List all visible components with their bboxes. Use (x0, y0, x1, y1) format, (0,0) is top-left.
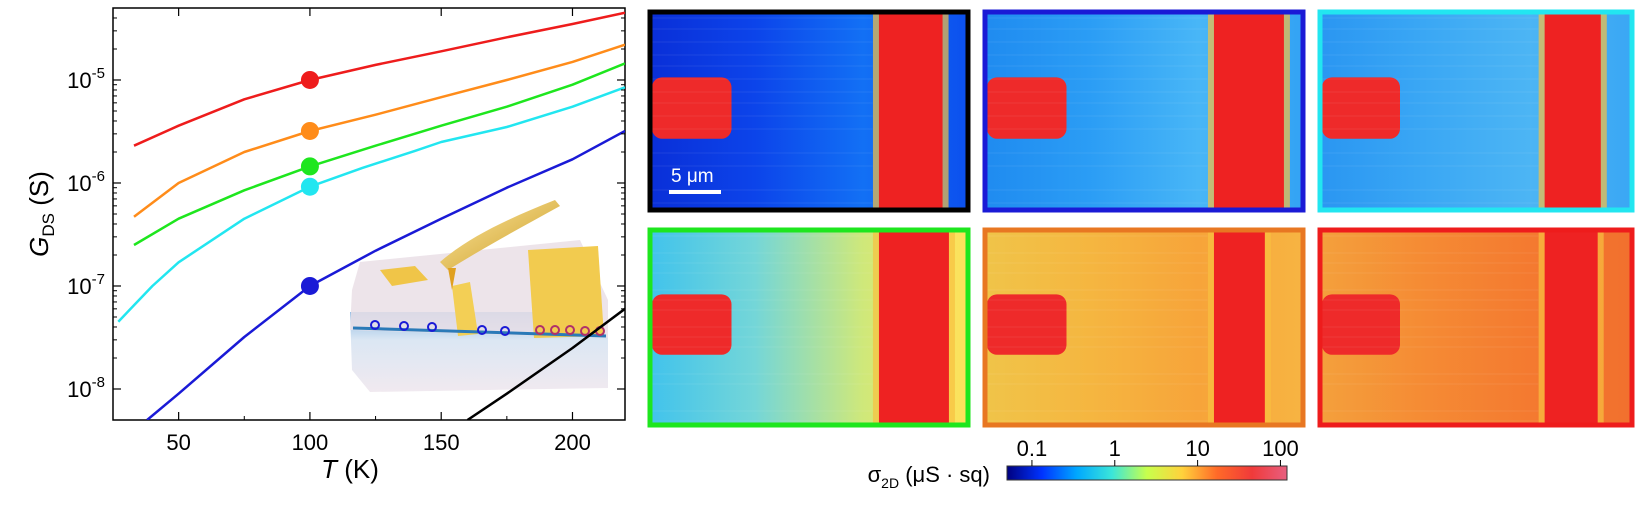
scale-bar: 5 μm (669, 166, 721, 194)
map-stripe (1544, 12, 1601, 210)
x-axis: 50 100 150 200 (112, 8, 591, 455)
device-schematic (350, 200, 608, 392)
scale-bar-line (669, 190, 721, 194)
y-axis: 10-5 10-6 10-7 10-8 (67, 17, 625, 402)
y-tick-label: 10-8 (67, 374, 105, 402)
map-panel-6 (1317, 227, 1635, 428)
map-source-pad (652, 77, 732, 139)
map-source-pad (987, 294, 1067, 355)
x-axis-title: T (K) (321, 454, 379, 484)
colorbar-tick-label: 1 (1109, 436, 1121, 461)
map-stripe (878, 230, 949, 425)
map-stripe (1544, 230, 1598, 425)
series-line-5 (466, 307, 625, 420)
colorbar-tick-label: 0.1 (1017, 436, 1048, 461)
scale-bar-label: 5 μm (671, 166, 714, 187)
afm-tip (440, 200, 560, 270)
colorbar-ticks: 0.1 1 10 100 (1017, 436, 1299, 466)
afm-apex (448, 268, 456, 290)
map-stripe (1213, 230, 1265, 425)
x-tick-label: 50 (166, 430, 190, 455)
map-border (647, 227, 971, 428)
series-line-1 (133, 43, 625, 218)
colorbar: 0.1 1 10 100 σ2D (μS · sq) (868, 436, 1299, 491)
x-tick-label: 200 (554, 430, 591, 455)
x-tick-label: 100 (292, 430, 329, 455)
charge-row (535, 325, 605, 336)
y-axis-title: GDS (S) (24, 171, 58, 257)
y-tick-label: 10-5 (67, 65, 105, 93)
data-point-0 (300, 70, 319, 89)
map-panel-3 (1317, 9, 1635, 213)
conductance-plot: 50 100 150 200 10-5 10-6 10-7 10-8 T (K) GDS (… (24, 7, 626, 484)
map-source-pad (987, 77, 1067, 139)
map-panel-4 (647, 227, 971, 428)
drain-electrode (528, 246, 604, 338)
series-line-0 (133, 11, 625, 147)
colorbar-label: σ2D (μS · sq) (868, 462, 990, 491)
colorbar-gradient (1006, 465, 1288, 481)
markers-layer (300, 70, 319, 295)
data-point-4 (300, 276, 319, 295)
map-source-pad (652, 294, 732, 355)
map-border (1317, 227, 1635, 428)
series-line-3 (117, 86, 625, 323)
map-source-pad (1322, 77, 1400, 139)
map-panel-2 (982, 9, 1306, 213)
gate-electrode (452, 282, 478, 336)
map-panel-1 (647, 9, 971, 213)
electron-row (370, 320, 510, 336)
data-point-1 (300, 121, 319, 140)
data-point-3 (300, 177, 319, 196)
conductivity-maps (647, 9, 1635, 428)
source-electrode (380, 266, 428, 286)
series-line-4 (146, 129, 625, 420)
y-tick-label: 10-6 (67, 168, 105, 196)
map-stripe (1213, 12, 1284, 210)
curves-layer (117, 11, 625, 420)
map-border (1317, 9, 1635, 213)
map-panel-5 (982, 227, 1306, 428)
map-border (647, 9, 971, 213)
y-tick-label: 10-7 (67, 271, 105, 299)
map-border (982, 227, 1306, 428)
data-point-2 (300, 157, 319, 176)
colorbar-tick-label: 100 (1262, 436, 1299, 461)
x-tick-label: 150 (423, 430, 460, 455)
colorbar-tick-label: 10 (1185, 436, 1209, 461)
map-source-pad (1322, 294, 1400, 355)
map-border (982, 9, 1306, 213)
map-stripe (878, 12, 943, 210)
series-line-2 (133, 62, 625, 247)
